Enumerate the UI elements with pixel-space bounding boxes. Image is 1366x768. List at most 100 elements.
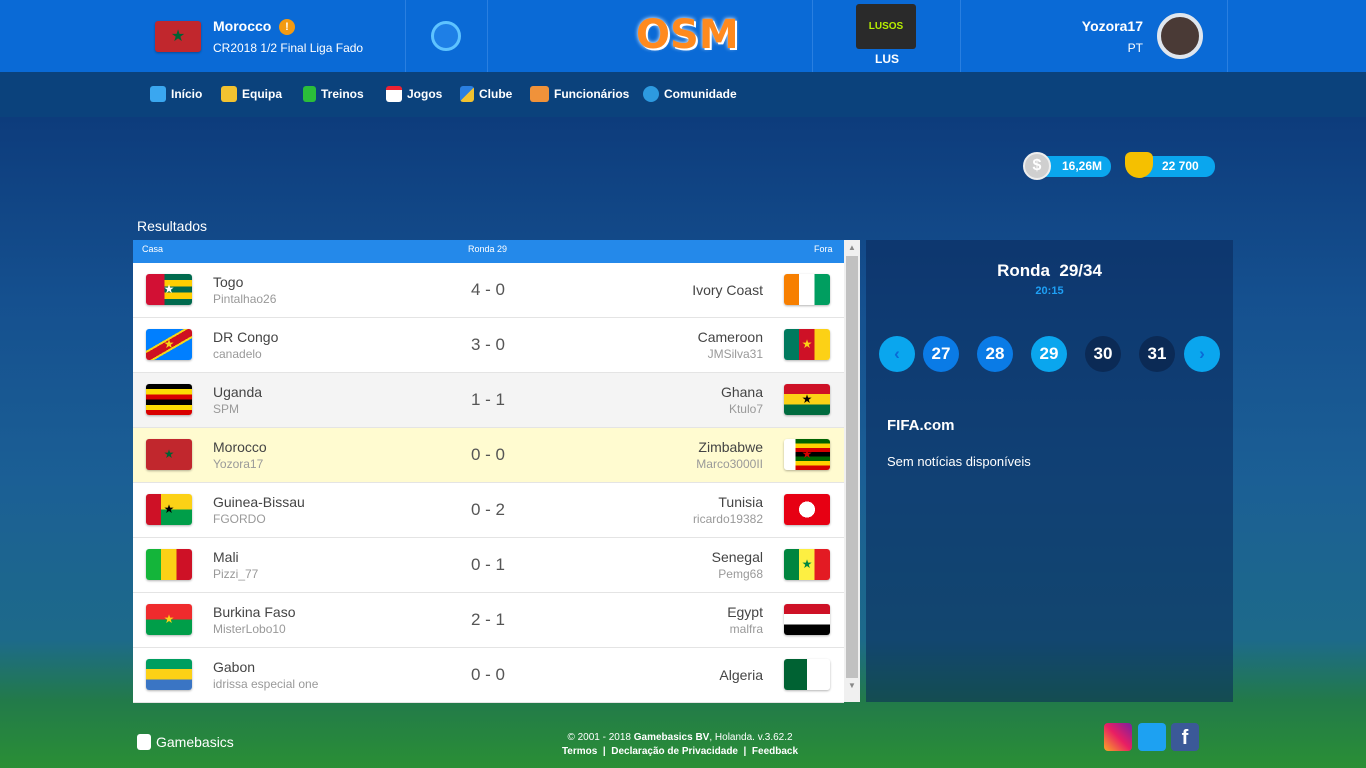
scroll-up-arrow[interactable]: ▲ bbox=[848, 243, 856, 252]
drc-flag: ★ bbox=[146, 329, 192, 360]
footer-links: Termos | Declaração de Privacidade | Fee… bbox=[561, 746, 799, 757]
home-team[interactable]: Guinea-Bissau bbox=[213, 494, 305, 510]
nav-label: Jogos bbox=[407, 87, 443, 101]
nav-inicio[interactable]: Início bbox=[150, 86, 202, 102]
credits-balance[interactable]: 22 700 bbox=[1135, 156, 1215, 177]
home-team[interactable]: Uganda bbox=[213, 384, 263, 400]
match-score[interactable]: 3 - 0 bbox=[470, 335, 506, 354]
table-row[interactable]: Gabon idrissa especial one 0 - 0 Algeria bbox=[133, 648, 844, 703]
round-28-button[interactable]: 28 bbox=[977, 336, 1013, 372]
away-manager[interactable]: JMSilva31 bbox=[707, 347, 763, 361]
facebook-icon[interactable]: f bbox=[1171, 723, 1199, 751]
avatar[interactable] bbox=[1157, 13, 1203, 59]
away-team[interactable]: Senegal bbox=[711, 549, 763, 565]
away-team[interactable]: Egypt bbox=[727, 604, 763, 620]
results-title: Resultados bbox=[137, 218, 208, 234]
round-title: Ronda 29/34 bbox=[997, 261, 1102, 280]
match-score[interactable]: 4 - 0 bbox=[470, 280, 506, 299]
osm-logo[interactable]: OSM bbox=[636, 12, 739, 58]
match-score[interactable]: 1 - 1 bbox=[470, 390, 506, 409]
match-score[interactable]: 0 - 0 bbox=[470, 445, 506, 464]
nav-jogos[interactable]: Jogos bbox=[386, 86, 442, 102]
scrollbar-thumb[interactable] bbox=[846, 256, 858, 678]
home-team[interactable]: Togo bbox=[213, 274, 244, 290]
table-row[interactable]: Uganda SPM 1 - 1 Ghana Ktulo7 ★ bbox=[133, 373, 844, 428]
away-team[interactable]: Ivory Coast bbox=[692, 282, 763, 298]
round-29-button[interactable]: 29 bbox=[1031, 336, 1067, 372]
table-row[interactable]: ★ Guinea-Bissau FGORDO 0 - 2 Tunisia rica… bbox=[133, 483, 844, 538]
team-name[interactable]: Morocco bbox=[213, 18, 272, 34]
round-27-button[interactable]: 27 bbox=[923, 336, 959, 372]
home-manager[interactable]: idrissa especial one bbox=[213, 677, 319, 691]
nav-funcionarios[interactable]: Funcionários bbox=[530, 86, 629, 102]
next-round-button[interactable]: › bbox=[1184, 336, 1220, 372]
staff-card-icon bbox=[530, 86, 549, 102]
match-score[interactable]: 0 - 2 bbox=[470, 500, 506, 519]
nav-treinos[interactable]: Treinos bbox=[303, 86, 364, 102]
club-tag[interactable]: LUS bbox=[875, 52, 899, 66]
away-manager[interactable]: Marco3000II bbox=[696, 457, 763, 471]
match-score[interactable]: 0 - 0 bbox=[470, 665, 506, 684]
home-manager[interactable]: Pizzi_77 bbox=[213, 567, 259, 581]
table-row[interactable]: ★ Togo Pintalhao26 4 - 0 Ivory Coast bbox=[133, 263, 844, 318]
match-score[interactable]: 2 - 1 bbox=[470, 610, 506, 629]
prev-round-button[interactable]: ‹ bbox=[879, 336, 915, 372]
copyright-pre: © 2001 - 2018 bbox=[567, 732, 634, 743]
money-value: 16,26M bbox=[1062, 159, 1103, 173]
cameroon-flag: ★ bbox=[784, 329, 830, 360]
feedback-link[interactable]: Feedback bbox=[751, 746, 799, 757]
instagram-icon[interactable] bbox=[1104, 723, 1132, 751]
table-row[interactable]: Mali Pizzi_77 0 - 1 Senegal Pemg68 ★ bbox=[133, 538, 844, 593]
home-manager[interactable]: Yozora17 bbox=[213, 457, 264, 471]
twitter-icon[interactable] bbox=[1138, 723, 1166, 751]
results-table: Casa Ronda 29 Fora ★ Togo Pintalhao26 4 -… bbox=[133, 240, 860, 703]
away-manager[interactable]: malfra bbox=[729, 622, 763, 636]
nav-comunidade[interactable]: Comunidade bbox=[643, 86, 737, 102]
away-manager[interactable]: Pemg68 bbox=[718, 567, 763, 581]
home-team[interactable]: Gabon bbox=[213, 659, 256, 675]
alert-icon[interactable]: ! bbox=[279, 19, 295, 35]
uganda-flag bbox=[146, 384, 192, 415]
terms-link[interactable]: Termos bbox=[561, 746, 598, 757]
round-30-button[interactable]: 30 bbox=[1085, 336, 1121, 372]
away-team[interactable]: Zimbabwe bbox=[698, 439, 763, 455]
nav-equipa[interactable]: Equipa bbox=[221, 86, 282, 102]
gamebasics-logo[interactable]: Gamebasics bbox=[137, 734, 234, 750]
competition-name[interactable]: CR2018 1/2 Final Liga Fado bbox=[213, 41, 364, 55]
gbissau-flag: ★ bbox=[146, 494, 192, 525]
away-team[interactable]: Algeria bbox=[719, 667, 763, 683]
away-team[interactable]: Ghana bbox=[720, 384, 763, 400]
privacy-link[interactable]: Declaração de Privacidade bbox=[611, 746, 738, 757]
user-cell: Yozora17 PT bbox=[960, 0, 1228, 72]
nav-clube[interactable]: Clube bbox=[460, 86, 512, 102]
table-row[interactable]: ★ DR Congo canadelo 3 - 0 Cameroon JMSilv… bbox=[133, 318, 844, 373]
table-row[interactable]: ★ Burkina Faso MisterLobo10 2 - 1 Egypt m… bbox=[133, 593, 844, 648]
club-logo[interactable]: LUSOS bbox=[856, 4, 916, 49]
home-manager[interactable]: SPM bbox=[213, 402, 240, 416]
mali-flag bbox=[146, 549, 192, 580]
home-team[interactable]: Mali bbox=[213, 549, 239, 565]
away-manager[interactable]: Ktulo7 bbox=[728, 402, 763, 416]
col-home: Casa bbox=[142, 244, 164, 254]
scroll-down-arrow[interactable]: ▼ bbox=[848, 681, 856, 690]
home-manager[interactable]: canadelo bbox=[213, 347, 262, 361]
away-team[interactable]: Tunisia bbox=[718, 494, 763, 510]
top-bar: ★ Morocco ! CR2018 1/2 Final Liga Fado O… bbox=[0, 0, 1366, 72]
home-team[interactable]: Morocco bbox=[213, 439, 267, 455]
home-team[interactable]: Burkina Faso bbox=[213, 604, 296, 620]
away-manager[interactable]: ricardo19382 bbox=[692, 512, 763, 526]
home-manager[interactable]: MisterLobo10 bbox=[213, 622, 286, 636]
home-manager[interactable]: Pintalhao26 bbox=[213, 292, 277, 306]
scrollbar[interactable]: ▲ ▼ bbox=[844, 240, 860, 702]
match-score[interactable]: 0 - 1 bbox=[470, 555, 506, 574]
togo-flag: ★ bbox=[146, 274, 192, 305]
round-31-button[interactable]: 31 bbox=[1139, 336, 1175, 372]
home-manager[interactable]: FGORDO bbox=[213, 512, 266, 526]
morocco-flag: ★ bbox=[146, 439, 192, 470]
table-row[interactable]: ★ Morocco Yozora17 0 - 0 Zimbabwe Marco30… bbox=[133, 428, 844, 483]
away-team[interactable]: Cameroon bbox=[697, 329, 763, 345]
news-title[interactable]: FIFA.com bbox=[887, 417, 955, 434]
clock-icon[interactable] bbox=[431, 21, 461, 51]
username[interactable]: Yozora17 bbox=[1081, 18, 1143, 34]
home-team[interactable]: DR Congo bbox=[213, 329, 279, 345]
